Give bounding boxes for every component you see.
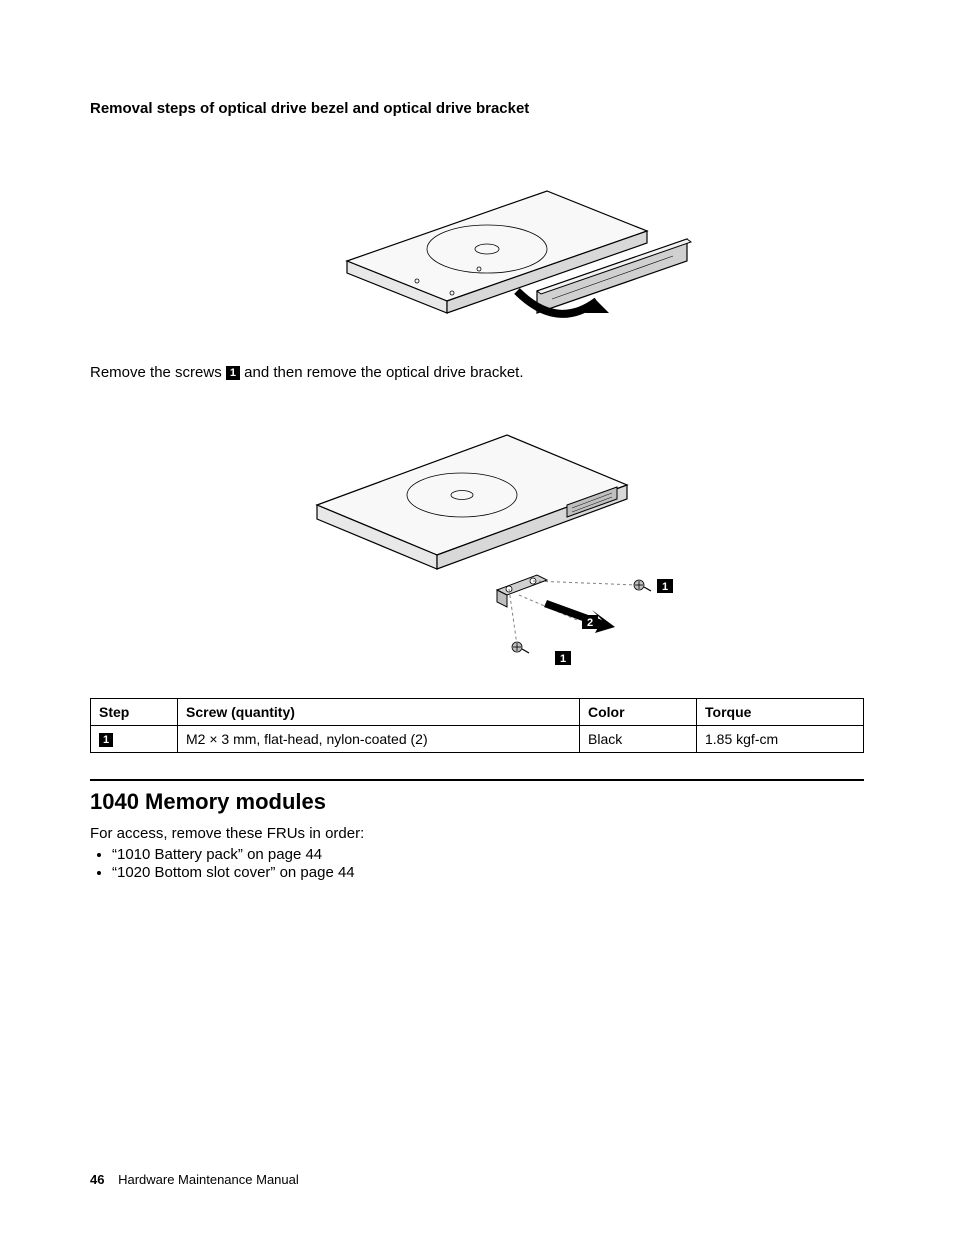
book-title: Hardware Maintenance Manual — [118, 1172, 299, 1187]
list-item: “1020 Bottom slot cover” on page 44 — [112, 864, 864, 881]
fru-lead-text: For access, remove these FRUs in order: — [90, 825, 864, 842]
document-page: Removal steps of optical drive bezel and… — [0, 0, 954, 1235]
table-row: 1 M2 × 3 mm, flat-head, nylon-coated (2)… — [91, 726, 864, 753]
td-torque: 1.85 kgf-cm — [697, 726, 864, 753]
figure-callout-1b: 1 — [555, 651, 571, 665]
td-screw: M2 × 3 mm, flat-head, nylon-coated (2) — [178, 726, 580, 753]
section-divider — [90, 779, 864, 781]
remove-screws-suffix: and then remove the optical drive bracke… — [240, 364, 524, 381]
th-step: Step — [91, 699, 178, 726]
optical-drive-bracket-svg: 1 1 2 — [207, 395, 747, 675]
th-color: Color — [580, 699, 697, 726]
remove-screws-text: Remove the screws 1 and then remove the … — [90, 364, 864, 381]
optical-drive-bezel-svg — [217, 131, 737, 341]
step-badge-1: 1 — [99, 733, 113, 747]
fru-list: “1010 Battery pack” on page 44 “1020 Bot… — [90, 846, 864, 881]
screw-table-header: Step Screw (quantity) Color Torque — [91, 699, 864, 726]
figure-optical-drive-bezel — [90, 131, 864, 346]
screw-icon-2 — [512, 642, 529, 653]
page-footer: 46 Hardware Maintenance Manual — [90, 1172, 299, 1187]
svg-text:2: 2 — [587, 617, 593, 629]
svg-text:1: 1 — [662, 581, 668, 593]
screw-icon-1 — [634, 580, 651, 591]
section-title-memory-modules: 1040 Memory modules — [90, 789, 864, 815]
screw-spec-table: Step Screw (quantity) Color Torque 1 M2 … — [90, 698, 864, 753]
remove-screws-prefix: Remove the screws — [90, 364, 226, 381]
page-number: 46 — [90, 1172, 104, 1187]
svg-text:1: 1 — [560, 653, 566, 665]
callout-1-inline: 1 — [226, 366, 240, 380]
removal-steps-heading: Removal steps of optical drive bezel and… — [90, 100, 864, 117]
figure-callout-2: 2 — [582, 615, 598, 629]
figure-callout-1a: 1 — [657, 579, 673, 593]
th-torque: Torque — [697, 699, 864, 726]
list-item: “1010 Battery pack” on page 44 — [112, 846, 864, 863]
td-color: Black — [580, 726, 697, 753]
figure-optical-drive-bracket: 1 1 2 — [90, 395, 864, 680]
td-step: 1 — [91, 726, 178, 753]
th-screw: Screw (quantity) — [178, 699, 580, 726]
